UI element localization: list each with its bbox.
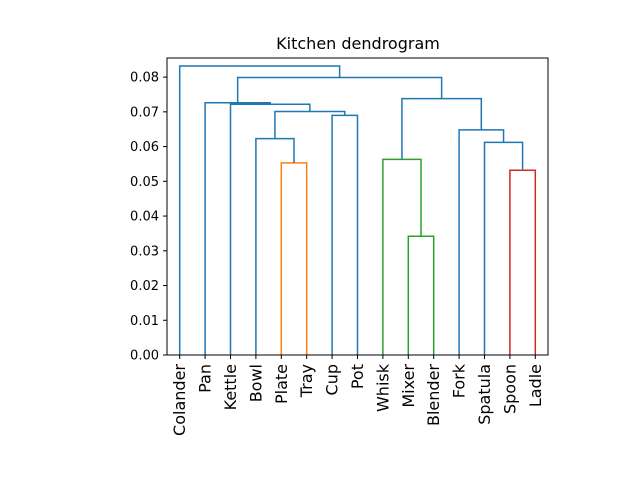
leaf-label: Whisk [373, 363, 392, 412]
dendrogram-link [204, 102, 271, 355]
dendrogram-link [280, 162, 308, 355]
y-tick-label: 0.06 [130, 140, 159, 155]
dendrogram-links [178, 65, 537, 355]
leaf-label: Plate [272, 364, 291, 404]
dendrogram-link [483, 141, 524, 355]
dendrogram-link [331, 114, 359, 355]
leaf-label: Colander [170, 364, 189, 436]
y-tick-label: 0.08 [130, 71, 159, 86]
dendrogram-link [407, 235, 435, 355]
leaf-label: Cup [323, 364, 342, 395]
y-tick-label: 0.03 [130, 244, 159, 259]
y-axis: 0.00 0.01 0.02 0.03 0.04 0.05 0.06 0.07 0.08 [130, 71, 167, 364]
y-tick-label: 0.07 [130, 105, 159, 120]
dendrogram-link [255, 137, 295, 355]
leaf-label: Spoon [500, 364, 519, 414]
leaf-label: Spatula [475, 364, 494, 425]
y-tick-label: 0.01 [130, 314, 159, 329]
leaf-label: Tray [297, 364, 316, 398]
y-tick-label: 0.05 [130, 175, 159, 190]
dendrogram-link [401, 97, 483, 160]
chart-title: Kitchen dendrogram [276, 34, 440, 53]
y-tick-label: 0.04 [130, 210, 159, 225]
y-tick-label: 0.00 [130, 349, 159, 364]
x-axis: Colander Pan Kettle Bowl Plate Tray Cup Pot Whis… [170, 355, 545, 436]
leaf-label: Pot [348, 364, 367, 389]
dendrogram-link [382, 158, 422, 355]
dendrogram-link [458, 129, 505, 355]
y-tick-label: 0.02 [130, 279, 159, 294]
leaf-label: Pan [196, 364, 215, 393]
dendrogram-link [274, 110, 346, 139]
dendrogram-link [178, 65, 341, 355]
leaf-label: Bowl [246, 364, 265, 402]
dendrogram-link [509, 169, 537, 355]
dendrogram-link [229, 103, 311, 355]
leaf-label: Kettle [221, 364, 240, 410]
leaf-label: Ladle [526, 364, 545, 407]
leaf-label: Fork [450, 363, 469, 398]
leaf-label: Mixer [399, 364, 418, 408]
leaf-label: Blender [424, 364, 443, 426]
